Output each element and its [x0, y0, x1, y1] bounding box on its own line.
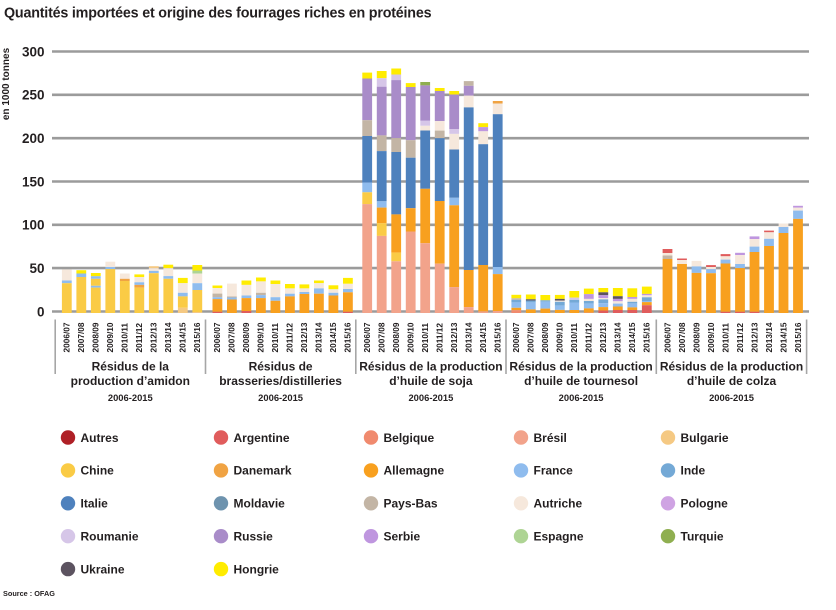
svg-text:Quantités importées et origine: Quantités importées et origine des fourr…: [4, 6, 432, 22]
svg-text:2006/07: 2006/07: [362, 322, 372, 352]
svg-text:2007/08: 2007/08: [526, 322, 536, 352]
svg-text:300: 300: [22, 44, 45, 59]
svg-text:2011/12: 2011/12: [435, 323, 445, 353]
svg-text:2011/12: 2011/12: [735, 323, 745, 353]
svg-text:2008/09: 2008/09: [540, 322, 550, 352]
svg-text:2008/09: 2008/09: [241, 322, 251, 352]
svg-text:2007/08: 2007/08: [377, 322, 387, 352]
svg-text:2010/11: 2010/11: [569, 323, 579, 353]
svg-text:2008/09: 2008/09: [391, 322, 401, 352]
svg-text:2007/08: 2007/08: [76, 322, 86, 352]
svg-text:Pologne: Pologne: [681, 497, 729, 511]
svg-text:d’huile de tournesol: d’huile de tournesol: [524, 374, 638, 388]
svg-text:2006-2015: 2006-2015: [408, 392, 453, 403]
svg-text:Ukraine: Ukraine: [81, 562, 125, 576]
svg-text:2012/13: 2012/13: [749, 322, 759, 352]
svg-text:2010/11: 2010/11: [270, 323, 280, 353]
svg-text:Roumanie: Roumanie: [81, 530, 139, 544]
svg-text:2007/08: 2007/08: [227, 322, 237, 352]
svg-text:2012/13: 2012/13: [149, 322, 159, 352]
svg-text:Russie: Russie: [234, 530, 274, 544]
svg-text:2006/07: 2006/07: [511, 322, 521, 352]
svg-text:2010/11: 2010/11: [720, 323, 730, 353]
svg-text:2006/07: 2006/07: [212, 322, 222, 352]
svg-text:50: 50: [29, 261, 44, 276]
svg-text:France: France: [534, 464, 574, 478]
svg-text:2009/10: 2009/10: [406, 322, 416, 352]
svg-text:2009/10: 2009/10: [105, 322, 115, 352]
svg-text:2006-2015: 2006-2015: [709, 392, 754, 403]
svg-text:Italie: Italie: [81, 497, 109, 511]
svg-text:2006-2015: 2006-2015: [258, 392, 303, 403]
svg-text:Turquie: Turquie: [681, 530, 724, 544]
svg-text:d’huile de soja: d’huile de soja: [389, 374, 473, 388]
svg-text:2015/16: 2015/16: [642, 322, 652, 352]
svg-text:2014/15: 2014/15: [178, 322, 188, 352]
svg-text:Autriche: Autriche: [534, 497, 583, 511]
svg-text:Argentine: Argentine: [234, 431, 290, 445]
svg-text:Résidus de la production: Résidus de la production: [660, 360, 803, 374]
svg-text:Autres: Autres: [81, 431, 119, 445]
svg-text:2008/09: 2008/09: [91, 322, 101, 352]
svg-text:2006-2015: 2006-2015: [559, 392, 604, 403]
svg-text:200: 200: [22, 131, 45, 146]
svg-text:2006-2015: 2006-2015: [108, 392, 153, 403]
svg-text:brasseries/distilleries: brasseries/distilleries: [219, 374, 342, 388]
svg-text:Résidus de la production: Résidus de la production: [359, 360, 502, 374]
svg-text:d’huile de colza: d’huile de colza: [687, 374, 777, 388]
svg-text:Moldavie: Moldavie: [234, 497, 286, 511]
svg-text:Pays-Bas: Pays-Bas: [384, 497, 438, 511]
svg-text:0: 0: [37, 304, 45, 319]
svg-text:2011/12: 2011/12: [134, 323, 144, 353]
svg-text:2014/15: 2014/15: [778, 322, 788, 352]
svg-text:Résidus de: Résidus de: [249, 360, 313, 374]
svg-text:100: 100: [22, 218, 45, 233]
svg-text:2010/11: 2010/11: [420, 323, 430, 353]
svg-text:2011/12: 2011/12: [584, 323, 594, 353]
svg-text:Allemagne: Allemagne: [384, 464, 445, 478]
svg-text:2006/07: 2006/07: [62, 322, 72, 352]
svg-text:Hongrie: Hongrie: [234, 562, 280, 576]
svg-text:2012/13: 2012/13: [598, 322, 608, 352]
svg-text:Brésil: Brésil: [534, 431, 567, 445]
svg-text:2010/11: 2010/11: [120, 323, 130, 353]
svg-text:Espagne: Espagne: [534, 530, 584, 544]
svg-text:2012/13: 2012/13: [299, 322, 309, 352]
svg-text:2015/16: 2015/16: [493, 322, 503, 352]
svg-text:Belgique: Belgique: [384, 431, 435, 445]
svg-text:2009/10: 2009/10: [555, 322, 565, 352]
svg-text:2015/16: 2015/16: [192, 322, 202, 352]
svg-text:2013/14: 2013/14: [764, 322, 774, 352]
svg-text:Inde: Inde: [681, 464, 706, 478]
svg-text:2013/14: 2013/14: [613, 322, 623, 352]
svg-text:Résidus de la: Résidus de la: [92, 360, 170, 374]
svg-text:2015/16: 2015/16: [793, 322, 803, 352]
svg-text:2014/15: 2014/15: [478, 322, 488, 352]
svg-text:2009/10: 2009/10: [256, 322, 266, 352]
svg-text:2014/15: 2014/15: [328, 322, 338, 352]
svg-text:2006/07: 2006/07: [662, 322, 672, 352]
svg-text:250: 250: [22, 88, 45, 103]
svg-text:2012/13: 2012/13: [449, 322, 459, 352]
svg-text:production d’amidon: production d’amidon: [71, 374, 190, 388]
svg-text:2011/12: 2011/12: [285, 323, 295, 353]
svg-text:2013/14: 2013/14: [314, 322, 324, 352]
svg-text:2008/09: 2008/09: [691, 322, 701, 352]
svg-text:2014/15: 2014/15: [627, 322, 637, 352]
svg-text:Chine: Chine: [81, 464, 115, 478]
svg-text:2007/08: 2007/08: [677, 322, 687, 352]
svg-text:2013/14: 2013/14: [464, 322, 474, 352]
svg-text:Serbie: Serbie: [384, 530, 421, 544]
svg-text:Résidus de la production: Résidus de la production: [509, 360, 652, 374]
svg-text:Bulgarie: Bulgarie: [681, 431, 729, 445]
svg-text:Source : OFAG: Source : OFAG: [3, 589, 55, 598]
svg-text:2009/10: 2009/10: [706, 322, 716, 352]
svg-text:2013/14: 2013/14: [163, 322, 173, 352]
svg-text:2015/16: 2015/16: [343, 322, 353, 352]
svg-text:150: 150: [22, 174, 45, 189]
svg-text:en 1000 tonnes: en 1000 tonnes: [1, 47, 12, 120]
svg-text:Danemark: Danemark: [234, 464, 292, 478]
